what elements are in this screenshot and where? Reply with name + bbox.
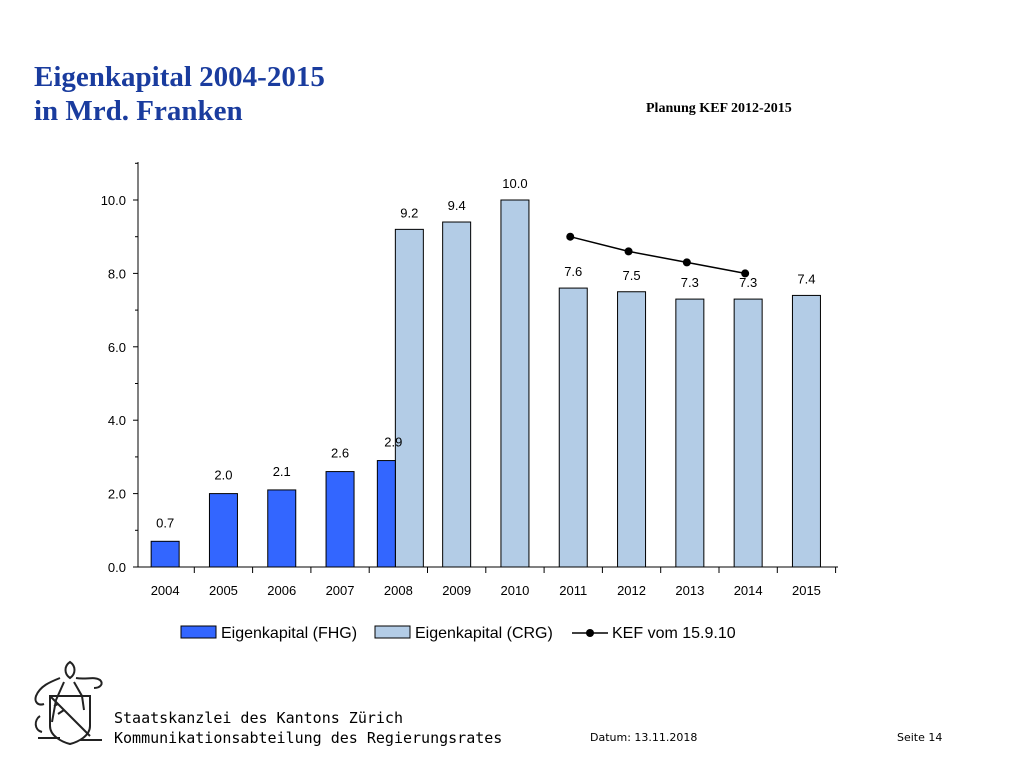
x-tick-label: 2005 [209,583,238,598]
x-tick-label: 2014 [734,583,763,598]
bar-fhg-2006 [267,489,297,568]
kef-point-2014 [741,269,750,278]
zurich-lion-coat-of-arms-icon [34,660,103,746]
data-label-fhg-2006: 2.1 [273,464,291,479]
bar-crg-2008 [394,228,424,568]
data-label-crg-2013: 7.3 [681,275,699,290]
data-label-crg-2011: 7.6 [564,264,582,279]
x-tick-label: 2008 [384,583,413,598]
bar-crg-2009 [442,221,472,568]
legend-label-fhg: Eigenkapital (FHG) [221,625,357,642]
y-tick-label: 2.0 [108,487,126,502]
x-tick-label: 2011 [559,583,587,598]
legend-swatch-crg [374,625,411,639]
data-label-fhg-2004: 0.7 [156,515,174,530]
bar-crg-2013 [675,298,705,568]
kef-line [570,235,746,275]
title-line-2: in Mrd. Franken [34,95,243,127]
legend-swatch-kef-point [586,629,594,637]
bar-crg-2011 [558,287,588,568]
x-tick-label: 2009 [442,583,471,598]
y-tick-label: 0.0 [108,560,126,575]
footer-date: Datum: 13.11.2018 [590,731,698,744]
footer-organization: Staatskanzlei des Kantons Zürich Kommuni… [114,708,502,748]
x-tick-label: 2015 [792,583,821,598]
bar-fhg-2005 [208,493,238,568]
x-tick-label: 2010 [500,583,529,598]
bar-fhg-2007 [325,471,355,568]
data-label-fhg-2005: 2.0 [214,468,232,483]
bar-crg-2015 [791,294,821,568]
legend-label-kef: KEF vom 15.9.10 [612,625,736,642]
title-line-1: Eigenkapital 2004-2015 [34,61,325,93]
page-title: Eigenkapital 2004-2015 in Mrd. Franken [34,60,325,128]
x-tick-label: 2006 [267,583,296,598]
data-label-fhg-2008: 2.9 [384,435,402,450]
data-label-crg-2009: 9.4 [448,198,466,213]
x-tick-label: 2013 [675,583,704,598]
data-label-crg-2010: 10.0 [502,176,527,191]
y-tick-label: 8.0 [108,266,126,281]
data-label-crg-2014: 7.3 [739,275,757,290]
data-label-fhg-2007: 2.6 [331,446,349,461]
legend-swatch-fhg [180,625,217,639]
legend-label-crg: Eigenkapital (CRG) [415,625,553,642]
footer-org-line-1: Staatskanzlei des Kantons Zürich [114,709,403,727]
y-tick-label: 4.0 [108,413,126,428]
bar-fhg-2008 [376,460,396,568]
kef-point-2013 [682,258,691,267]
y-tick-label: 6.0 [108,340,126,355]
footer-page-number: Seite 14 [897,731,943,744]
bar-crg-2010 [500,199,530,568]
bar-fhg-2004 [150,540,180,568]
data-label-crg-2015: 7.4 [797,271,815,286]
x-tick-label: 2012 [617,583,646,598]
bar-crg-2012 [617,291,647,568]
y-tick-label: 10.0 [101,193,126,208]
data-label-crg-2008: 9.2 [400,205,418,220]
bar-crg-2014 [733,298,763,568]
data-label-crg-2012: 7.5 [623,268,641,283]
planning-note: Planung KEF 2012-2015 [646,101,792,116]
x-tick-label: 2004 [151,583,180,598]
kef-point-2012 [624,247,633,256]
footer-org-line-2: Kommunikationsabteilung des Regierungsra… [114,729,503,747]
x-tick-label: 2007 [326,583,355,598]
kef-point-2011 [566,232,575,241]
